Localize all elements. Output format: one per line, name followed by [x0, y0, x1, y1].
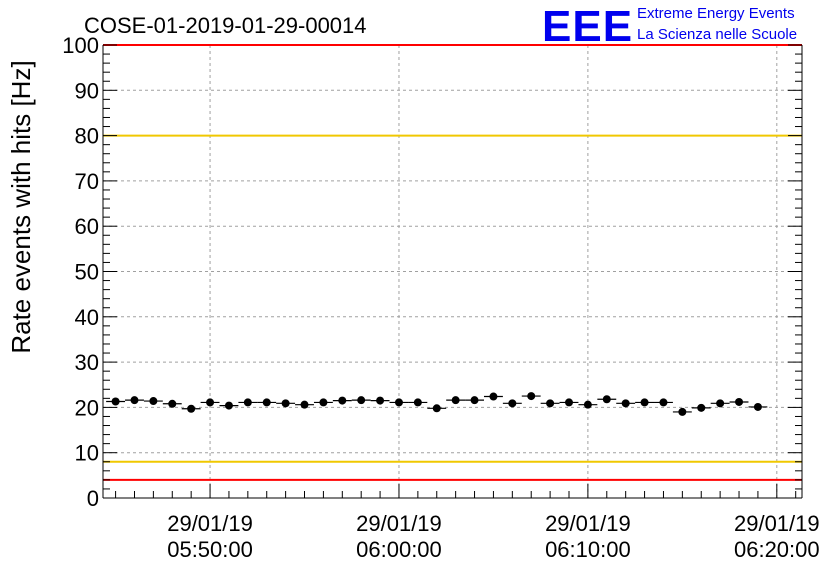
y-tick-label: 70	[75, 169, 99, 194]
tick-labels: 010203040506070809010029/01/1905:50:0029…	[62, 33, 819, 562]
x-tick-date-label: 29/01/19	[167, 511, 253, 536]
data-point	[262, 398, 271, 407]
data-point	[357, 396, 366, 405]
data-point	[753, 402, 762, 411]
data-point	[735, 397, 744, 406]
data-point	[300, 400, 309, 409]
data-points	[106, 392, 768, 416]
x-tick-time-label: 06:00:00	[356, 537, 442, 562]
data-point	[206, 398, 215, 407]
eee-logo: EEE Extreme Energy Events La Scienza nel…	[542, 2, 797, 51]
reference-lines	[103, 44, 802, 481]
y-tick-label: 90	[75, 78, 99, 103]
data-point	[678, 407, 687, 416]
data-point	[111, 397, 120, 406]
data-point	[659, 398, 668, 407]
data-point	[697, 403, 706, 412]
y-tick-label: 30	[75, 350, 99, 375]
data-point	[243, 398, 252, 407]
y-tick-label: 40	[75, 305, 99, 330]
y-axis-label: Rate events with hits [Hz]	[6, 60, 36, 353]
y-tick-label: 100	[62, 33, 99, 58]
chart-title: COSE-01-2019-01-29-00014	[84, 13, 367, 38]
y-tick-label: 60	[75, 214, 99, 239]
y-tick-label: 0	[87, 486, 99, 511]
x-tick-date-label: 29/01/19	[545, 511, 631, 536]
data-point	[281, 399, 290, 408]
data-point	[621, 399, 630, 408]
data-point	[451, 396, 460, 405]
data-point	[432, 404, 441, 413]
logo-line-1: Extreme Energy Events	[637, 5, 795, 22]
x-tick-time-label: 06:10:00	[545, 537, 631, 562]
data-point	[168, 399, 177, 408]
data-point	[640, 398, 649, 407]
data-point	[716, 399, 725, 408]
logo-mark: EEE	[542, 2, 633, 51]
data-point	[413, 398, 422, 407]
x-tick-date-label: 29/01/19	[734, 511, 820, 536]
x-tick-time-label: 05:50:00	[167, 537, 253, 562]
data-point	[470, 396, 479, 405]
data-point	[583, 400, 592, 409]
data-point	[338, 396, 347, 405]
data-point	[376, 396, 385, 405]
data-point	[527, 392, 536, 401]
data-point	[508, 399, 517, 408]
data-point	[319, 398, 328, 407]
y-tick-label: 20	[75, 395, 99, 420]
data-point	[489, 392, 498, 401]
x-tick-time-label: 06:20:00	[734, 537, 820, 562]
data-point	[394, 398, 403, 407]
logo-line-2: La Scienza nelle Scuole	[637, 26, 797, 43]
data-point	[224, 401, 233, 410]
data-point	[546, 399, 555, 408]
grid-layer	[103, 45, 802, 498]
data-point	[602, 395, 611, 404]
x-tick-date-label: 29/01/19	[356, 511, 442, 536]
y-tick-label: 50	[75, 260, 99, 285]
y-tick-label: 10	[75, 441, 99, 466]
data-point	[187, 404, 196, 413]
axes	[102, 44, 803, 499]
data-point	[565, 398, 573, 407]
data-point	[149, 397, 158, 406]
y-tick-label: 80	[75, 124, 99, 149]
data-point	[130, 396, 139, 405]
